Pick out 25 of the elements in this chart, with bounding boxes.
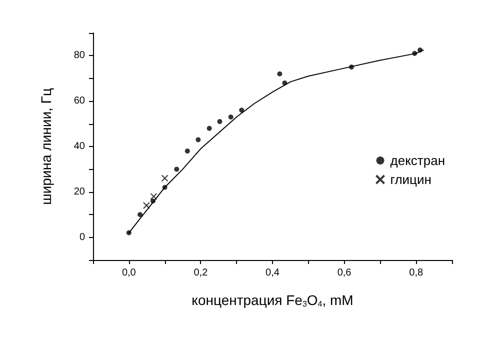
y-tick-label: 80: [74, 50, 86, 62]
point: [217, 119, 222, 124]
y-tick-label: 20: [74, 186, 86, 198]
y-axis-title: ширина линии, Гц: [38, 88, 54, 205]
point: [161, 174, 168, 182]
point: [196, 137, 201, 142]
y-tick-label: 0: [79, 232, 86, 243]
point: [184, 148, 190, 154]
point: [206, 126, 212, 131]
point: [239, 108, 244, 113]
point: [150, 192, 158, 200]
point: [228, 114, 234, 120]
y-tick-label: 40: [74, 141, 86, 152]
x-tick-label: 0,8: [409, 268, 424, 278]
y-tick-label: 60: [74, 96, 86, 107]
point: [138, 212, 143, 218]
legend-label: декстран: [390, 153, 446, 168]
legend-label: глицин: [390, 172, 432, 187]
x-tick-label: 0,0: [122, 268, 136, 278]
x-tick-label: 0,6: [337, 268, 352, 278]
point: [142, 202, 150, 210]
point: [174, 166, 180, 172]
x-tick-label: 0,2: [194, 268, 208, 278]
point: [277, 71, 282, 76]
x-tick-label: 0,4: [266, 268, 280, 278]
